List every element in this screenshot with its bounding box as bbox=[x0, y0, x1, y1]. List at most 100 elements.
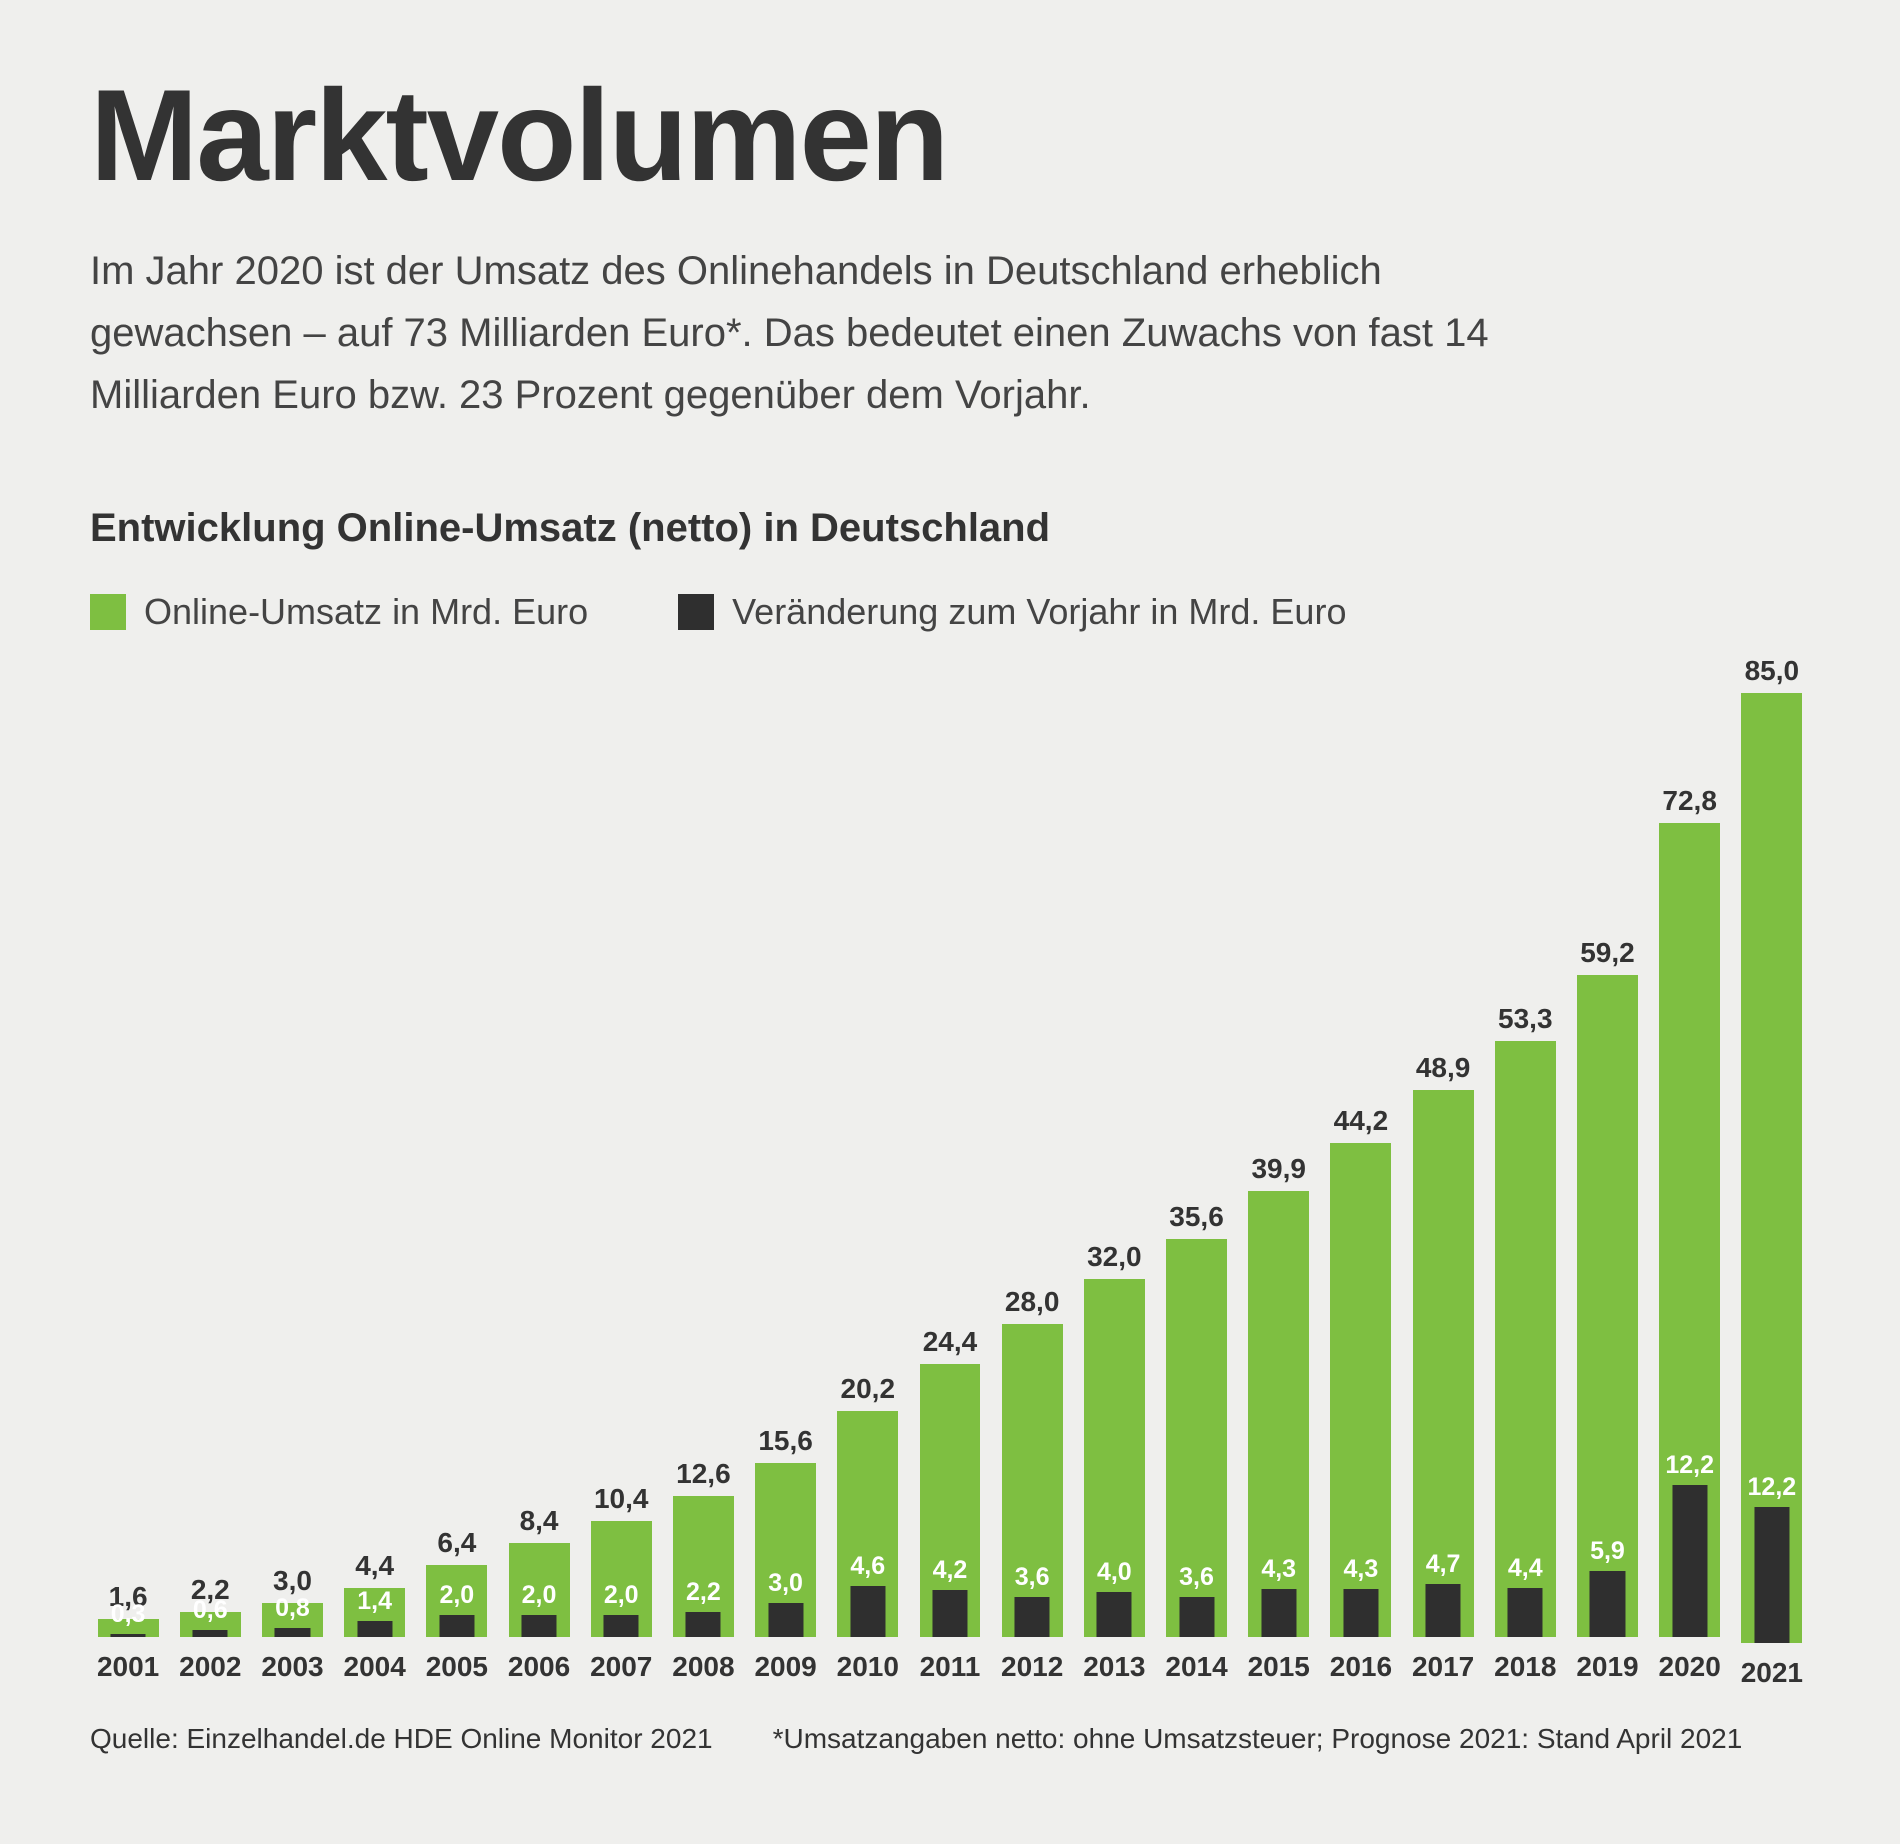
bar-secondary: 4,6 bbox=[850, 1586, 885, 1637]
bar-stack: 2,20,6 bbox=[172, 693, 248, 1637]
chart-source: Quelle: Einzelhandel.de HDE Online Monit… bbox=[90, 1723, 713, 1755]
bar-stack: 3,00,8 bbox=[254, 693, 330, 1637]
x-axis-label: 2011 bbox=[920, 1651, 981, 1683]
x-axis-label: 2001 bbox=[97, 1651, 159, 1683]
bar-group: 6,4 2,0 2005 bbox=[419, 693, 495, 1683]
bar-group: 28,03,62012 bbox=[994, 693, 1070, 1683]
bar-secondary-label: 1,4 bbox=[357, 1587, 392, 1616]
bar-primary-label: 59,2 bbox=[1580, 937, 1635, 969]
x-axis-label: 2003 bbox=[261, 1651, 323, 1683]
x-axis-label: 2006 bbox=[508, 1651, 570, 1683]
bar-secondary-label: 12,2 bbox=[1665, 1451, 1714, 1480]
x-axis-label: 2021 bbox=[1741, 1657, 1803, 1689]
bar-secondary: 2,2 bbox=[686, 1612, 721, 1637]
bar-group: 24,44,2 2011 bbox=[912, 693, 988, 1683]
x-axis-label: 2019 bbox=[1576, 1651, 1638, 1683]
bar-stack: 6,4 2,0 bbox=[419, 693, 495, 1637]
bar-stack: 24,44,2 bbox=[912, 693, 988, 1637]
bar-primary-label: 6,4 bbox=[437, 1527, 476, 1559]
bar-group: 59,2 5,9 2019 bbox=[1569, 693, 1645, 1683]
bar-secondary-label: 0,6 bbox=[193, 1596, 228, 1625]
bar-primary-label: 35,6 bbox=[1169, 1201, 1224, 1233]
bar-secondary: 2,0 bbox=[604, 1615, 639, 1637]
bar-group: 10,4 2,0 2007 bbox=[583, 693, 659, 1683]
bar-secondary-label: 0,8 bbox=[275, 1594, 310, 1623]
x-axis-label: 2014 bbox=[1165, 1651, 1227, 1683]
bar-secondary-label: 3,6 bbox=[1015, 1563, 1050, 1592]
bar-group: 44,24,32016 bbox=[1323, 693, 1399, 1683]
bar-secondary: 2,0 bbox=[439, 1615, 474, 1637]
legend-label-series2: Veränderung zum Vorjahr in Mrd. Euro bbox=[732, 591, 1346, 633]
bar-secondary-label: 4,4 bbox=[1508, 1554, 1543, 1583]
bar-group: 85,012,22021 bbox=[1734, 693, 1810, 1683]
bar-group: 4,41,4 2004 bbox=[337, 693, 413, 1683]
x-axis-label: 2008 bbox=[672, 1651, 734, 1683]
bar-secondary: 4,4 bbox=[1508, 1588, 1543, 1637]
bar-secondary-label: 4,6 bbox=[850, 1552, 885, 1581]
x-axis-label: 2007 bbox=[590, 1651, 652, 1683]
x-axis-label: 2002 bbox=[179, 1651, 241, 1683]
bar-stack: 35,6 3,6 bbox=[1158, 693, 1234, 1637]
bar-secondary-label: 2,0 bbox=[522, 1581, 557, 1610]
bar-secondary-label: 4,3 bbox=[1344, 1555, 1379, 1584]
bar-group: 39,94,32015 bbox=[1241, 693, 1317, 1683]
bar-group: 53,3 4,4 2018 bbox=[1487, 693, 1563, 1683]
bar-group: 48,94,72017 bbox=[1405, 693, 1481, 1683]
bar-secondary: 4,2 bbox=[932, 1590, 967, 1637]
bar-secondary: 0,6 bbox=[193, 1630, 228, 1637]
bar-secondary: 2,0 bbox=[522, 1615, 557, 1637]
x-axis-label: 2016 bbox=[1330, 1651, 1392, 1683]
bar-group: 1,60,32001 bbox=[90, 693, 166, 1683]
bar-group: 3,00,8 2003 bbox=[254, 693, 330, 1683]
bar-primary-label: 12,6 bbox=[676, 1458, 731, 1490]
bar-stack: 8,42,0 bbox=[501, 693, 577, 1637]
x-axis-label: 2018 bbox=[1494, 1651, 1556, 1683]
bar-primary-label: 32,0 bbox=[1087, 1241, 1142, 1273]
bar-primary-label: 20,2 bbox=[841, 1373, 896, 1405]
bar-secondary-label: 2,0 bbox=[604, 1581, 639, 1610]
bar-secondary: 1,4 bbox=[357, 1621, 392, 1637]
bar-stack: 59,2 5,9 bbox=[1569, 693, 1645, 1637]
x-axis-label: 2013 bbox=[1083, 1651, 1145, 1683]
bar-primary-label: 72,8 bbox=[1662, 785, 1717, 817]
bar-stack: 4,41,4 bbox=[337, 693, 413, 1637]
bar-stack: 39,9 4,3 bbox=[1241, 693, 1317, 1637]
chart-footer: Quelle: Einzelhandel.de HDE Online Monit… bbox=[90, 1723, 1810, 1755]
bar-secondary-label: 3,0 bbox=[768, 1569, 803, 1598]
bar-primary-label: 10,4 bbox=[594, 1483, 649, 1515]
chart-legend: Online-Umsatz in Mrd. Euro Veränderung z… bbox=[90, 591, 1810, 633]
bar-stack: 32,0 4,0 bbox=[1076, 693, 1152, 1637]
chart-plot-area: 1,60,320012,20,620023,00,820034,41,42004… bbox=[90, 693, 1810, 1683]
page-title: Marktvolumen bbox=[90, 70, 1810, 200]
bar-secondary-label: 5,9 bbox=[1590, 1537, 1625, 1566]
legend-swatch-series2 bbox=[678, 594, 714, 630]
bar-group: 8,42,0 2006 bbox=[501, 693, 577, 1683]
bar-stack: 20,2 4,6 bbox=[830, 693, 906, 1637]
bar-stack: 53,3 4,4 bbox=[1487, 693, 1563, 1637]
bar-secondary: 4,3 bbox=[1343, 1589, 1378, 1637]
bar-group: 2,20,6 2002 bbox=[172, 693, 248, 1683]
bar-secondary-label: 2,0 bbox=[439, 1581, 474, 1610]
bar-chart: 1,60,320012,20,620023,00,820034,41,42004… bbox=[90, 693, 1810, 1683]
bar-group: 15,63,02009 bbox=[748, 693, 824, 1683]
bar-primary-label: 53,3 bbox=[1498, 1003, 1553, 1035]
bar-primary-label: 39,9 bbox=[1251, 1153, 1306, 1185]
bar-secondary: 0,3 bbox=[111, 1634, 146, 1637]
bar-secondary: 3,6 bbox=[1179, 1597, 1214, 1637]
chart-description: Im Jahr 2020 ist der Umsatz des Onlineha… bbox=[90, 240, 1590, 426]
x-axis-label: 2020 bbox=[1659, 1651, 1721, 1683]
bar-secondary-label: 4,0 bbox=[1097, 1558, 1132, 1587]
bar-stack: 10,4 2,0 bbox=[583, 693, 659, 1637]
bar-group: 32,0 4,0 2013 bbox=[1076, 693, 1152, 1683]
bar-primary-label: 48,9 bbox=[1416, 1052, 1471, 1084]
bar-secondary-label: 0,3 bbox=[111, 1600, 146, 1629]
bar-stack: 85,012,2 bbox=[1734, 693, 1810, 1643]
bar-secondary: 4,3 bbox=[1261, 1589, 1296, 1637]
x-axis-label: 2005 bbox=[426, 1651, 488, 1683]
legend-item-series2: Veränderung zum Vorjahr in Mrd. Euro bbox=[678, 591, 1346, 633]
x-axis-label: 2009 bbox=[754, 1651, 816, 1683]
x-axis-label: 2017 bbox=[1412, 1651, 1474, 1683]
x-axis-label: 2004 bbox=[344, 1651, 406, 1683]
bar-secondary: 3,0 bbox=[768, 1603, 803, 1637]
bar-primary-label: 3,0 bbox=[273, 1565, 312, 1597]
